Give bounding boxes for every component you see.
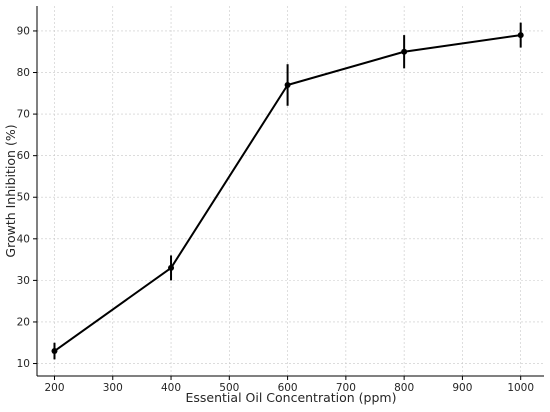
- x-axis-title: Essential Oil Concentration (ppm): [186, 390, 397, 405]
- y-tick-label: 40: [17, 233, 30, 245]
- grid-lines: [37, 6, 544, 376]
- axes: 200 300 400 500 600 700 800 900 1000 10 20 30 40 50 60…: [17, 6, 544, 394]
- y-tick-label: 60: [17, 150, 30, 162]
- y-tick-label: 70: [17, 109, 30, 121]
- y-tick-label: 80: [17, 67, 30, 79]
- data-point: [51, 348, 58, 355]
- y-tick-label: 50: [17, 192, 30, 204]
- x-tick-label: 800: [394, 382, 414, 394]
- y-axis-title: Growth Inhibition (%): [3, 124, 18, 257]
- data-series: [51, 22, 524, 360]
- y-tick-label: 10: [17, 358, 30, 370]
- x-tick-label: 600: [278, 382, 298, 394]
- y-tick-label: 30: [17, 275, 30, 287]
- x-tick-label: 500: [219, 382, 239, 394]
- data-point: [168, 264, 175, 271]
- data-point: [401, 48, 408, 55]
- x-tick-label: 300: [103, 382, 123, 394]
- x-tick-label: 1000: [507, 382, 534, 394]
- x-tick-label: 700: [336, 382, 356, 394]
- x-tick-label: 400: [161, 382, 181, 394]
- y-tick-label: 90: [17, 25, 30, 37]
- y-tick-label: 20: [17, 316, 30, 328]
- data-point: [517, 32, 524, 39]
- x-tick-label: 200: [44, 382, 64, 394]
- data-point: [284, 81, 291, 88]
- x-tick-label: 900: [452, 382, 472, 394]
